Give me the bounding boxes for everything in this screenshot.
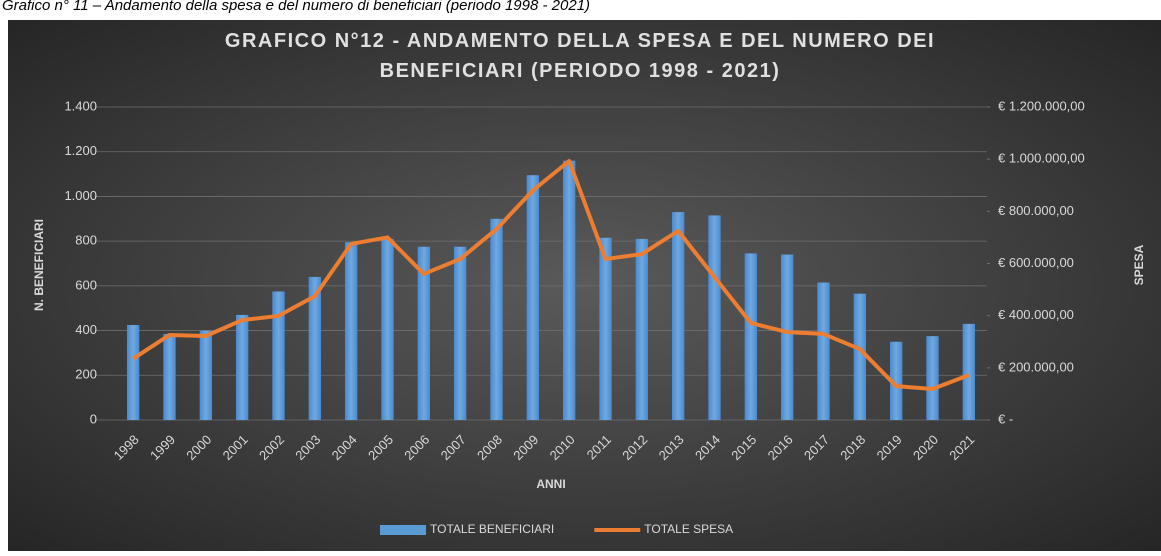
bar	[962, 323, 976, 420]
bar	[417, 246, 431, 420]
y2-tick-label: € 400.000,00	[998, 307, 1074, 322]
bar	[889, 341, 903, 420]
bar	[635, 238, 649, 420]
y-tick-label: 1.400	[64, 98, 97, 113]
y2-tick-label: € 800.000,00	[998, 203, 1074, 218]
y-tick-label: 200	[75, 367, 97, 382]
bar	[199, 330, 213, 420]
bar	[526, 175, 540, 420]
bar	[599, 237, 612, 420]
bar	[780, 254, 794, 420]
bar	[853, 293, 867, 420]
bar	[671, 212, 685, 420]
legend-swatch	[380, 525, 426, 535]
legend-label: TOTALE BENEFICIARI	[430, 522, 554, 536]
bar	[562, 160, 576, 420]
chart-title: GRAFICO N°12 - ANDAMENTO DELLA SPESA E D…	[225, 30, 935, 82]
caption: Grafico n° 11 – Andamento della spesa e …	[2, 0, 590, 14]
line	[132, 158, 970, 391]
bar	[381, 238, 394, 420]
y2-tick-label: € 1.000.000,00	[998, 151, 1085, 166]
bar	[453, 246, 467, 420]
bar	[744, 253, 758, 420]
bar	[126, 324, 140, 420]
y-tick-label: 600	[75, 277, 97, 292]
bar	[163, 333, 176, 420]
y-axis-label: N. BENEFICIARI	[32, 219, 46, 311]
y-tick-label: 1.000	[64, 188, 97, 203]
bar	[817, 282, 830, 420]
y2-axis-label: SPESA	[1132, 244, 1146, 285]
bar	[235, 314, 249, 420]
y-tick-label: 800	[75, 233, 97, 248]
bar	[926, 336, 939, 420]
y-tick-label: 400	[75, 322, 97, 337]
bar	[344, 242, 358, 420]
bar	[490, 218, 503, 420]
bar	[708, 215, 721, 420]
legend-label: TOTALE SPESA	[644, 522, 733, 536]
y2-tick-label: € 1.200.000,00	[998, 98, 1085, 113]
bar	[272, 291, 285, 420]
x-axis-label: ANNI	[536, 477, 565, 491]
y-tick-label: 1.200	[64, 143, 97, 158]
y-tick-label: 0	[90, 411, 97, 426]
y2-tick-label: € 200.000,00	[998, 359, 1074, 374]
y2-tick-label: € -	[998, 411, 1013, 426]
bar	[308, 276, 322, 420]
y2-tick-label: € 600.000,00	[998, 255, 1074, 270]
